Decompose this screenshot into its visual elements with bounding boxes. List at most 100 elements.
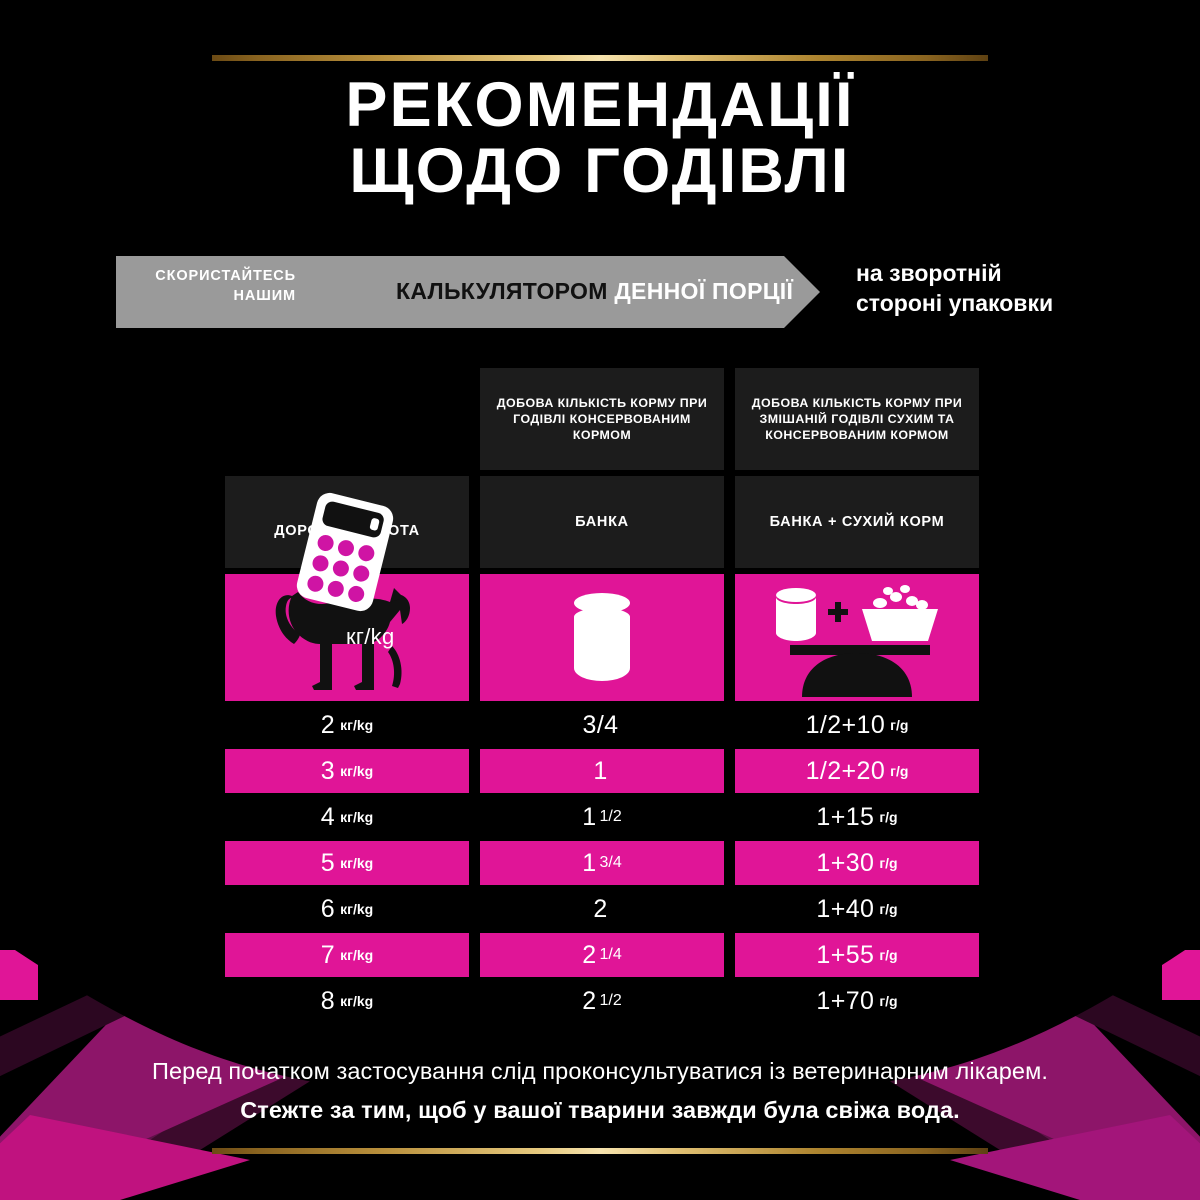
- title-line-1: РЕКОМЕНДАЦІЇ: [345, 70, 855, 140]
- cell-mixed-amount: 1+70 г/g: [735, 979, 979, 1023]
- mixed-unit: г/g: [879, 993, 898, 1009]
- can-value: 2: [593, 894, 608, 923]
- cell-mixed-amount: 1+40 г/g: [735, 887, 979, 931]
- mixed-unit: г/g: [879, 901, 898, 917]
- footer-note: Перед початком застосування слід проконс…: [0, 1058, 1200, 1124]
- can-fraction: 1/4: [599, 946, 622, 963]
- table-row: 6 кг/kg 2 1+40 г/g: [225, 887, 979, 931]
- banner-side-note: на зворотній стороні упаковки: [856, 258, 1053, 318]
- calculator-screen-dot: [369, 517, 380, 532]
- cell-can-amount: 2: [480, 887, 724, 931]
- gold-divider-top: [212, 55, 988, 61]
- mixed-unit: г/g: [890, 717, 909, 733]
- weight-unit: кг/kg: [340, 855, 374, 871]
- footer-line-1: Перед початком застосування слід проконс…: [152, 1058, 1048, 1084]
- mixed-value: 1/2+20: [805, 756, 886, 785]
- cat-weight-unit-label: кг/kg: [346, 623, 395, 649]
- mixed-value: 1/2+10: [805, 710, 886, 739]
- cell-can-amount: 2 1/2: [480, 979, 724, 1023]
- cell-weight: 7 кг/kg: [225, 933, 469, 977]
- top-header-canned: ДОБОВА КІЛЬКІСТЬ КОРМУ ПРИ ГОДІВЛІ КОНСЕ…: [480, 368, 724, 470]
- can-value: 3/4: [582, 710, 619, 739]
- calculator-key: [357, 543, 377, 563]
- table-row: 3 кг/kg 1 1/2+20 г/g: [225, 749, 979, 793]
- weight-value: 3: [320, 756, 336, 785]
- calculator-key: [331, 558, 351, 579]
- cell-can-amount: 1: [480, 749, 724, 793]
- cell-mixed-amount: 1+15 г/g: [735, 795, 979, 839]
- cell-can-amount: 1 1/2: [480, 795, 724, 839]
- banner-calculator-word: КАЛЬКУЛЯТОРОМ: [396, 278, 608, 304]
- table-data-rows: 2 кг/kg 3/4 1/2+10 г/g 3 кг/kg 1 1/2+20 г/g 4 кг/kg…: [225, 703, 979, 1023]
- mixed-unit: г/g: [879, 947, 898, 963]
- cell-mixed-amount: 1/2+10 г/g: [735, 703, 979, 747]
- weight-value: 4: [320, 802, 336, 831]
- can-body: [574, 607, 630, 681]
- scale-with-can-and-kibble-icon: [762, 579, 952, 697]
- footer-line-2: Стежте за тим, щоб у вашої тварини завжд…: [240, 1097, 960, 1123]
- can-value: 1: [582, 848, 597, 877]
- table-row: 5 кг/kg 1 3/4 1+30 г/g: [225, 841, 979, 885]
- banner-use-line-2: НАШИМ: [233, 288, 296, 304]
- banner-use-line-1: СКОРИСТАЙТЕСЬ: [155, 268, 296, 284]
- cell-can-icon: [480, 574, 724, 701]
- calculator-key: [310, 553, 330, 574]
- banner-side-line-2: стороні упаковки: [856, 290, 1054, 316]
- cell-weight: 8 кг/kg: [225, 979, 469, 1023]
- mixed-unit: г/g: [879, 855, 898, 871]
- weight-value: 7: [320, 940, 336, 969]
- can-value: 1: [582, 802, 597, 831]
- gold-divider-bottom: [212, 1148, 988, 1154]
- cell-mixed-amount: 1/2+20 г/g: [735, 749, 979, 793]
- can-value: 2: [582, 940, 597, 969]
- cell-mixed-amount: 1+30 г/g: [735, 841, 979, 885]
- calculator-key: [315, 532, 336, 553]
- table-row: 8 кг/kg 2 1/2 1+70 г/g: [225, 979, 979, 1023]
- column-header-can: БАНКА: [480, 476, 724, 568]
- table-row: 7 кг/kg 2 1/4 1+55 г/g: [225, 933, 979, 977]
- banner-use-text: СКОРИСТАЙТЕСЬ НАШИМ: [136, 266, 296, 306]
- weight-value: 8: [320, 986, 336, 1015]
- table-row: 2 кг/kg 3/4 1/2+10 г/g: [225, 703, 979, 747]
- banner-side-line-1: на зворотній: [856, 260, 1002, 286]
- mixed-unit: г/g: [890, 763, 909, 779]
- can-value: 2: [582, 986, 597, 1015]
- can-value: 1: [593, 756, 608, 785]
- weight-unit: кг/kg: [340, 809, 374, 825]
- weight-unit: кг/kg: [340, 947, 374, 963]
- column-header-can-plus-dry: БАНКА + СУХИЙ КОРМ: [735, 476, 979, 568]
- mixed-unit: г/g: [879, 809, 898, 825]
- calculator-key: [351, 563, 372, 584]
- calculator-key: [305, 574, 325, 594]
- mixed-value: 1+15: [816, 802, 875, 831]
- cell-can-amount: 2 1/4: [480, 933, 724, 977]
- mixed-value: 1+40: [816, 894, 875, 923]
- banner-main-text: КАЛЬКУЛЯТОРОМ ДЕННОЇ ПОРЦІЇ: [396, 278, 816, 305]
- table-row: 4 кг/kg 1 1/2 1+15 г/g: [225, 795, 979, 839]
- cell-can-amount: 1 3/4: [480, 841, 724, 885]
- cell-weight: 6 кг/kg: [225, 887, 469, 931]
- cell-weight: 4 кг/kg: [225, 795, 469, 839]
- can-icon: [574, 592, 630, 683]
- weight-unit: кг/kg: [340, 763, 374, 779]
- can-fraction: 1/2: [599, 992, 622, 1009]
- mixed-value: 1+70: [816, 986, 875, 1015]
- table-top-header-row: ДОБОВА КІЛЬКІСТЬ КОРМУ ПРИ ГОДІВЛІ КОНСЕ…: [480, 368, 979, 470]
- cell-scale-icon: [735, 574, 979, 701]
- weight-value: 2: [320, 710, 336, 739]
- weight-value: 6: [320, 894, 336, 923]
- top-header-mixed: ДОБОВА КІЛЬКІСТЬ КОРМУ ПРИ ЗМІШАНІЙ ГОДІ…: [735, 368, 979, 470]
- title-line-2: ЩОДО ГОДІВЛІ: [349, 136, 851, 206]
- cell-weight: 2 кг/kg: [225, 703, 469, 747]
- weight-unit: кг/kg: [340, 993, 374, 1009]
- feeding-table: ДОБОВА КІЛЬКІСТЬ КОРМУ ПРИ ГОДІВЛІ КОНСЕ…: [225, 368, 979, 1023]
- cell-can-amount: 3/4: [480, 703, 724, 747]
- calculator-key: [336, 538, 356, 558]
- banner-portion-words: ДЕННОЇ ПОРЦІЇ: [614, 278, 794, 304]
- mixed-value: 1+30: [816, 848, 875, 877]
- weight-unit: кг/kg: [340, 901, 374, 917]
- cell-weight: 3 кг/kg: [225, 749, 469, 793]
- weight-value: 5: [320, 848, 336, 877]
- calculator-key: [346, 584, 367, 605]
